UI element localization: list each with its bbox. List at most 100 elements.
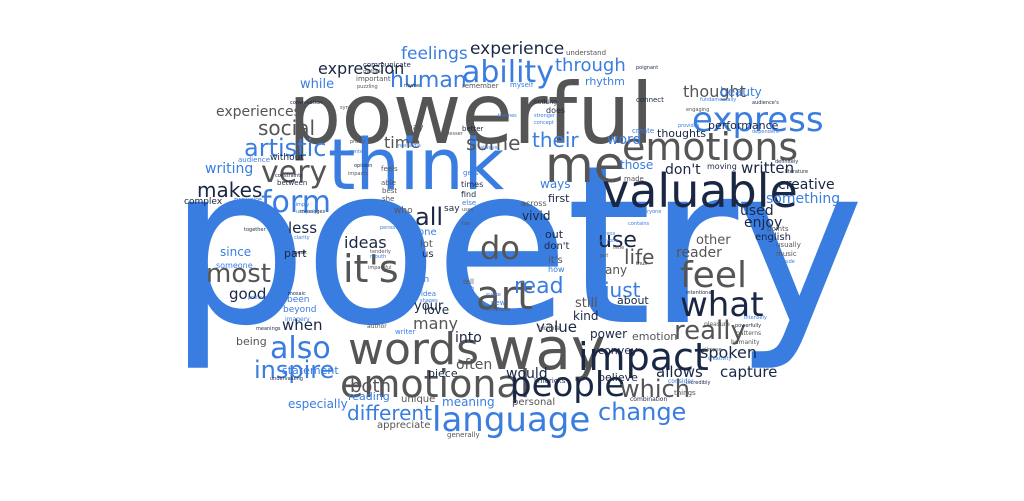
word-generally: generally: [447, 431, 480, 439]
word-put: put: [600, 253, 609, 259]
word-themes: themes: [498, 113, 517, 119]
word-enjoy: enjoy: [744, 215, 783, 231]
word-creative: creative: [778, 177, 835, 193]
word-concept: concept: [534, 120, 554, 126]
word-personally: personally: [380, 225, 406, 231]
word-less: less: [288, 219, 318, 237]
word-power: power: [590, 327, 628, 341]
word-together: together: [244, 227, 266, 233]
word-made: made: [624, 175, 644, 183]
word-connect: connect: [636, 96, 664, 104]
word-many: many: [413, 314, 458, 333]
word-too: too: [462, 221, 471, 227]
word-ideas: ideas: [344, 233, 387, 252]
word-express: express: [692, 100, 824, 140]
word-love: love: [424, 303, 450, 317]
word-context: context: [349, 149, 368, 155]
word-feelings: feelings: [401, 44, 468, 64]
word-what: what: [680, 285, 764, 325]
word-also: also: [270, 331, 331, 366]
word-depth: depth: [403, 275, 430, 285]
word-complex: complex: [184, 197, 223, 207]
word-most: most: [206, 259, 271, 289]
word-tell: tell: [463, 278, 474, 286]
word-especially: especially: [288, 397, 348, 411]
word-creativity: creativity: [708, 356, 732, 362]
word-terrible: terrible: [538, 325, 560, 332]
word-kind: kind: [573, 309, 599, 323]
word-just: just: [604, 278, 641, 302]
word-way: way: [488, 315, 606, 383]
word-things: things: [674, 389, 696, 397]
word-definitely: definitely: [775, 159, 799, 165]
word-emotion: emotion: [632, 330, 678, 343]
word-uniquely: uniquely: [296, 209, 318, 215]
word-simply: simply: [293, 202, 310, 208]
word-vivid: vivid: [522, 209, 551, 223]
word-art: art: [476, 273, 533, 319]
word-meaning: meaning: [442, 395, 495, 409]
word-uses: uses: [462, 207, 474, 213]
word-times: times: [461, 180, 484, 189]
word-performance: performance: [708, 119, 779, 132]
word-us: us: [422, 249, 434, 260]
word-pleasure: pleasure: [704, 321, 730, 328]
word-humanity: humanity: [731, 339, 760, 346]
word-author: author: [367, 323, 387, 330]
word-emotional: emotional: [340, 362, 531, 406]
word-reader: reader: [676, 245, 722, 261]
word-words: words: [348, 324, 480, 375]
word-thoughts: thoughts: [657, 127, 706, 140]
word-writer: writer: [395, 328, 416, 336]
word-me: me: [545, 136, 625, 194]
word-lot: lot: [420, 239, 433, 250]
word-syntax: syntax: [340, 105, 357, 111]
word-audiences: audience's: [752, 100, 779, 106]
word-literature: literature: [785, 169, 809, 175]
word-really: really: [674, 316, 746, 346]
word-understand: understand: [566, 49, 607, 57]
word-puzzling: puzzling: [357, 84, 378, 90]
word-through: through: [555, 55, 626, 76]
word-your: your: [414, 299, 444, 314]
word-across: across: [521, 199, 547, 208]
word-experience: experience: [470, 39, 565, 59]
word-she: she: [382, 195, 395, 203]
word-its: it's: [343, 247, 399, 291]
word-life: life: [624, 245, 655, 269]
word-its2: it's: [548, 255, 563, 266]
word-about: about: [617, 294, 649, 307]
word-statement: statement: [282, 364, 339, 377]
word-impactful: impactful: [368, 265, 392, 271]
word-unique: unique: [401, 394, 436, 405]
word-everyone: everyone: [638, 209, 662, 215]
word-beauty: beauty: [720, 85, 762, 99]
word-think: think: [328, 124, 505, 206]
word-else: else: [462, 199, 477, 207]
word-without: without: [270, 153, 304, 163]
word-patterns: patterns: [736, 330, 762, 337]
word-myself: myself: [510, 81, 534, 89]
word-idea: idea: [421, 290, 436, 298]
word-new: new: [491, 299, 506, 307]
word-does: does: [546, 106, 566, 115]
word-writing: writing: [205, 161, 254, 177]
word-poetry: poetry: [168, 118, 865, 374]
word-something: something: [766, 191, 841, 207]
word-meanings: meanings: [256, 326, 281, 332]
word-solitude: solitude: [775, 259, 795, 265]
word-used: used: [740, 203, 774, 219]
word-messages: messages: [300, 209, 326, 215]
word-provoke: provoke: [234, 196, 262, 204]
word-rhyme: rhyme: [404, 83, 421, 89]
word-reading: reading: [348, 390, 390, 403]
word-personal: personal: [512, 397, 556, 408]
word-who: who: [394, 206, 413, 216]
word-tenderly: tenderly: [370, 249, 391, 255]
word-lesser: lesser: [448, 131, 463, 137]
word-allows: allows: [656, 363, 703, 381]
word-music: music: [776, 250, 797, 258]
word-better: better: [462, 125, 484, 133]
word-experiences: experiences: [216, 104, 301, 120]
